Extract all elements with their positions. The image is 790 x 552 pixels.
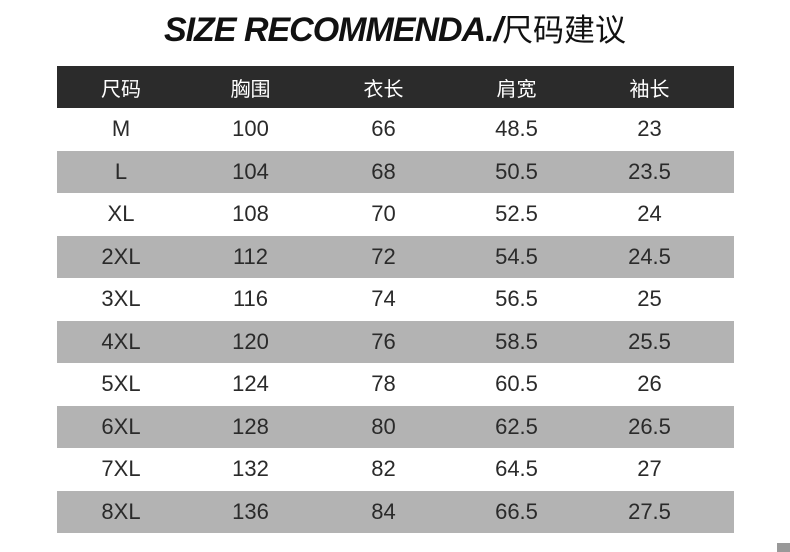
cell-shoulder: 50.5 bbox=[495, 158, 538, 184]
cell-size: 4XL bbox=[101, 328, 141, 354]
page-title: SIZE RECOMMENDA./尺码建议 bbox=[0, 8, 790, 53]
cell-shoulder: 64.5 bbox=[495, 456, 538, 482]
cell-chest: 100 bbox=[232, 116, 269, 142]
cell-sleeve: 25 bbox=[637, 286, 662, 312]
cell-shoulder: 52.5 bbox=[495, 201, 538, 227]
cell-length: 84 bbox=[371, 498, 396, 524]
cell-shoulder: 48.5 bbox=[495, 116, 538, 142]
header-chest: 胸围 bbox=[230, 76, 271, 101]
cell-shoulder: 58.5 bbox=[495, 328, 538, 354]
header-length: 衣长 bbox=[363, 76, 404, 101]
cell-chest: 124 bbox=[232, 371, 269, 397]
table-row: 7XL 132 82 64.5 27 bbox=[57, 448, 734, 491]
cell-size: XL bbox=[107, 201, 135, 227]
cell-chest: 120 bbox=[232, 328, 269, 354]
header-size: 尺码 bbox=[101, 76, 141, 101]
cell-size: 3XL bbox=[101, 286, 141, 312]
cell-length: 74 bbox=[371, 286, 396, 312]
cell-chest: 132 bbox=[232, 456, 269, 482]
cell-shoulder: 54.5 bbox=[495, 243, 538, 269]
cell-size: 8XL bbox=[101, 498, 141, 524]
table-row: L 104 68 50.5 23.5 bbox=[57, 150, 734, 193]
cell-length: 80 bbox=[371, 413, 396, 439]
header-shoulder: 肩宽 bbox=[496, 76, 537, 101]
cell-sleeve: 23.5 bbox=[628, 158, 671, 184]
cell-chest: 116 bbox=[232, 286, 269, 312]
table-row: 8XL 136 84 66.5 27.5 bbox=[57, 490, 734, 533]
cell-size: 7XL bbox=[101, 456, 141, 482]
cell-chest: 128 bbox=[232, 413, 269, 439]
cell-shoulder: 66.5 bbox=[495, 498, 538, 524]
table-row: 4XL 120 76 58.5 25.5 bbox=[57, 320, 734, 363]
cell-length: 66 bbox=[371, 116, 396, 142]
cell-size: 5XL bbox=[101, 371, 141, 397]
table-row: XL 108 70 52.5 24 bbox=[57, 193, 734, 236]
cell-length: 82 bbox=[371, 456, 396, 482]
header-sleeve: 袖长 bbox=[629, 76, 670, 101]
cell-sleeve: 24.5 bbox=[628, 243, 671, 269]
title-english: SIZE RECOMMENDA./ bbox=[163, 11, 503, 49]
cell-shoulder: 60.5 bbox=[495, 371, 538, 397]
title-chinese: 尺码建议 bbox=[502, 13, 627, 49]
cell-length: 68 bbox=[371, 158, 396, 184]
cell-chest: 108 bbox=[232, 201, 269, 227]
cell-sleeve: 26.5 bbox=[628, 413, 671, 439]
cell-length: 78 bbox=[371, 371, 396, 397]
cell-size: L bbox=[114, 158, 128, 184]
cell-sleeve: 25.5 bbox=[628, 328, 671, 354]
table-row: 2XL 112 72 54.5 24.5 bbox=[57, 235, 734, 278]
cell-size: 6XL bbox=[101, 413, 141, 439]
cell-length: 76 bbox=[371, 328, 396, 354]
corner-mark bbox=[777, 543, 790, 552]
cell-chest: 112 bbox=[232, 243, 269, 269]
cell-chest: 104 bbox=[232, 158, 269, 184]
cell-sleeve: 27.5 bbox=[628, 498, 671, 524]
cell-size: M bbox=[111, 116, 131, 142]
table-header: 尺码 胸围 衣长 肩宽 袖长 bbox=[57, 66, 734, 108]
size-table: 尺码 胸围 衣长 肩宽 袖长 M 100 66 48.5 23 L 104 68 50.5 23.… bbox=[57, 66, 734, 533]
table-row: 3XL 116 74 56.5 25 bbox=[57, 278, 734, 321]
table-row: M 100 66 48.5 23 bbox=[57, 108, 734, 151]
cell-sleeve: 23 bbox=[637, 116, 662, 142]
cell-shoulder: 62.5 bbox=[495, 413, 538, 439]
cell-length: 72 bbox=[371, 243, 396, 269]
table-row: 5XL 124 78 60.5 26 bbox=[57, 363, 734, 406]
cell-length: 70 bbox=[371, 201, 396, 227]
table-row: 6XL 128 80 62.5 26.5 bbox=[57, 405, 734, 448]
cell-sleeve: 26 bbox=[637, 371, 662, 397]
cell-sleeve: 24 bbox=[637, 201, 662, 227]
cell-shoulder: 56.5 bbox=[495, 286, 538, 312]
cell-size: 2XL bbox=[101, 243, 141, 269]
cell-chest: 136 bbox=[232, 498, 269, 524]
cell-sleeve: 27 bbox=[637, 456, 662, 482]
